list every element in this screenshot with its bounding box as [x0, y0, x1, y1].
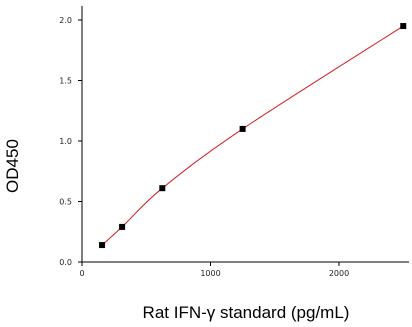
y-tick-label: 1.0	[59, 137, 72, 146]
data-point	[99, 242, 106, 249]
x-axis-title: Rat IFN-γ standard (pg/mL)	[143, 303, 350, 322]
x-tick-label: 2000	[329, 269, 349, 278]
plot-frame	[81, 6, 409, 263]
y-tick-label: 1.5	[59, 77, 72, 86]
x-tick-label: 1000	[200, 269, 220, 278]
x-tick-label: 0	[79, 269, 84, 278]
data-point	[159, 185, 166, 192]
data-point	[400, 23, 407, 30]
y-tick-label: 0.0	[59, 258, 72, 267]
x-ticks: 0 1000 2000	[79, 262, 349, 278]
y-ticks: 0.0 0.5 1.0 1.5 2.0	[59, 16, 82, 267]
data-point	[119, 223, 126, 230]
y-axis-title: OD450	[3, 139, 22, 193]
fit-curve	[101, 25, 404, 246]
y-tick-label: 0.5	[59, 198, 72, 207]
data-points	[99, 23, 407, 249]
y-tick-label: 2.0	[59, 16, 72, 25]
data-point	[239, 125, 246, 132]
